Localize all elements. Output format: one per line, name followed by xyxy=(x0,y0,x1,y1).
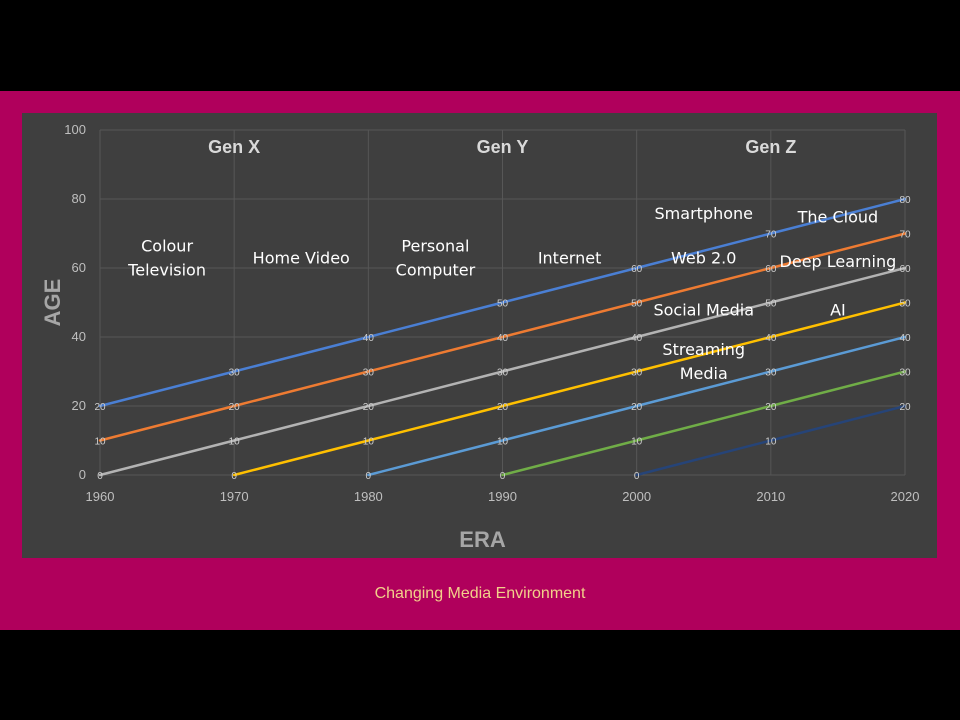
data-label: 50 xyxy=(631,299,643,310)
data-label: 40 xyxy=(631,333,643,344)
media-annotation: Web 2.0 xyxy=(671,249,736,268)
data-label: 30 xyxy=(497,368,509,379)
y-tick-label: 60 xyxy=(72,260,86,275)
generation-label: Gen Z xyxy=(745,137,796,157)
data-label: 10 xyxy=(631,437,643,448)
y-tick-label: 0 xyxy=(79,467,86,482)
data-label: 20 xyxy=(765,402,777,413)
media-annotation: Home Video xyxy=(253,249,350,268)
media-annotation: Internet xyxy=(538,249,602,268)
data-label: 20 xyxy=(899,402,911,413)
y-axis-title: AGE xyxy=(40,279,65,327)
data-label: 0 xyxy=(634,471,640,482)
data-label: 40 xyxy=(363,333,375,344)
data-label: 60 xyxy=(765,264,777,275)
y-tick-label: 100 xyxy=(64,122,86,137)
media-annotation: Streaming xyxy=(662,340,745,359)
x-tick-label: 2010 xyxy=(756,489,785,504)
media-annotation: The Cloud xyxy=(797,207,879,226)
data-label: 50 xyxy=(765,299,777,310)
series-line xyxy=(98,232,907,442)
data-label: 30 xyxy=(631,368,643,379)
media-annotation: Television xyxy=(127,261,206,280)
generation-label: Gen Y xyxy=(477,137,529,157)
chart-panel: 0 20 40 60 80 100 1960 1970 1980 1990 2000 2010 2020… xyxy=(22,113,937,558)
data-label: 20 xyxy=(631,402,643,413)
data-label: 10 xyxy=(363,437,375,448)
x-axis-title: ERA xyxy=(459,527,506,552)
media-annotation: Colour xyxy=(141,237,193,256)
data-label: 60 xyxy=(899,264,911,275)
x-tick-label: 1960 xyxy=(86,489,115,504)
data-label: 0 xyxy=(366,471,372,482)
generation-label: Gen X xyxy=(208,137,260,157)
x-tick-label: 1980 xyxy=(354,489,383,504)
data-label: 60 xyxy=(631,264,643,275)
data-label: 10 xyxy=(94,437,106,448)
data-label: 70 xyxy=(899,230,911,241)
media-annotation: Personal xyxy=(401,237,469,256)
data-label: 0 xyxy=(97,471,103,482)
media-annotation: Deep Learning xyxy=(780,252,897,271)
data-label: 30 xyxy=(899,368,911,379)
slide-caption: Changing Media Environment xyxy=(374,585,586,602)
series-line xyxy=(635,404,907,477)
data-label: 10 xyxy=(497,437,509,448)
data-label: 50 xyxy=(899,299,911,310)
data-label: 40 xyxy=(765,333,777,344)
data-label: 20 xyxy=(229,402,241,413)
data-label: 30 xyxy=(765,368,777,379)
x-tick-label: 1990 xyxy=(488,489,517,504)
data-label: 20 xyxy=(497,402,509,413)
data-label: 70 xyxy=(765,230,777,241)
data-label: 30 xyxy=(363,368,375,379)
data-label: 20 xyxy=(94,402,106,413)
series-line xyxy=(367,335,907,477)
data-label: 20 xyxy=(363,402,375,413)
media-annotation: Computer xyxy=(396,261,476,280)
data-label: 10 xyxy=(765,437,777,448)
y-tick-label: 80 xyxy=(72,191,86,206)
media-annotation: Smartphone xyxy=(655,204,753,223)
series-line xyxy=(501,370,907,477)
x-tick-label: 2020 xyxy=(891,489,920,504)
data-label: 0 xyxy=(500,471,506,482)
media-annotation: Media xyxy=(680,364,728,383)
x-tick-label: 2000 xyxy=(622,489,651,504)
data-label: 30 xyxy=(229,368,241,379)
slide-frame: 0 20 40 60 80 100 1960 1970 1980 1990 2000 2010 2020… xyxy=(0,91,960,630)
data-label: 80 xyxy=(899,195,911,206)
series-line xyxy=(98,266,907,477)
data-label: 0 xyxy=(231,471,237,482)
data-label: 40 xyxy=(899,333,911,344)
series-line xyxy=(232,301,907,477)
series-line xyxy=(98,197,907,408)
media-annotation: AI xyxy=(830,300,846,319)
data-label: 40 xyxy=(497,333,509,344)
data-label: 50 xyxy=(497,299,509,310)
y-tick-label: 20 xyxy=(72,398,86,413)
data-label: 10 xyxy=(229,437,241,448)
y-tick-label: 40 xyxy=(72,329,86,344)
x-tick-label: 1970 xyxy=(220,489,249,504)
media-annotation: Social Media xyxy=(653,300,754,319)
